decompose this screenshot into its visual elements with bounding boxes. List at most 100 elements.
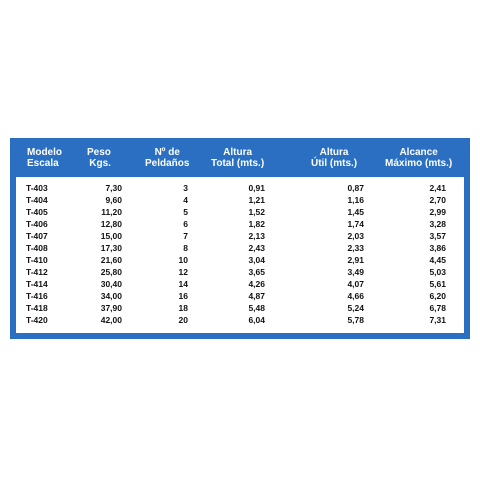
cell-modelo: T-404 xyxy=(26,195,48,205)
cell-altura-util: 1,74 xyxy=(347,219,364,229)
header-line: Peso xyxy=(87,147,111,158)
cell-altura-util: 3,49 xyxy=(347,267,364,277)
cell-alcance: 2,70 xyxy=(429,195,446,205)
cell-peldanos: 18 xyxy=(178,303,188,313)
cell-alcance: 3,28 xyxy=(429,219,446,229)
header-altura-total: Altura Total (mts.) xyxy=(211,147,264,169)
cell-peso: 12,80 xyxy=(100,219,122,229)
header-line: Altura xyxy=(319,147,349,158)
header-line: Altura xyxy=(223,147,253,158)
cell-altura-util: 0,87 xyxy=(347,183,364,193)
cell-modelo: T-416 xyxy=(26,291,48,301)
table-row: T-410 21,60 10 3,04 2,91 4,45 xyxy=(16,255,464,265)
cell-peldanos: 5 xyxy=(183,207,188,217)
header-num-peldanos: Nº de Peldaños xyxy=(145,147,189,169)
header-line: Nº de xyxy=(154,147,180,158)
cell-alcance: 2,99 xyxy=(429,207,446,217)
cell-peso: 9,60 xyxy=(105,195,122,205)
cell-modelo: T-410 xyxy=(26,255,48,265)
cell-modelo: T-407 xyxy=(26,231,48,241)
cell-modelo: T-412 xyxy=(26,267,48,277)
cell-modelo: T-420 xyxy=(26,315,48,325)
cell-alcance: 3,57 xyxy=(429,231,446,241)
header-line: Máximo (mts.) xyxy=(385,158,453,169)
cell-altura-util: 1,45 xyxy=(347,207,364,217)
cell-peldanos: 7 xyxy=(183,231,188,241)
table-header: Modelo Escala Peso Kgs. Nº de Peldaños A… xyxy=(10,138,470,176)
cell-altura-total: 2,13 xyxy=(248,231,265,241)
table-row: T-404 9,60 4 1,21 1,16 2,70 xyxy=(16,195,464,205)
table-row: T-416 34,00 16 4,87 4,66 6,20 xyxy=(16,291,464,301)
header-line: Modelo xyxy=(27,147,62,158)
cell-modelo: T-418 xyxy=(26,303,48,313)
cell-altura-total: 4,26 xyxy=(248,279,265,289)
cell-modelo: T-403 xyxy=(26,183,48,193)
cell-peldanos: 8 xyxy=(183,243,188,253)
cell-altura-util: 2,91 xyxy=(347,255,364,265)
header-line: Peldaños xyxy=(145,158,190,169)
table-row: T-407 15,00 7 2,13 2,03 3,57 xyxy=(16,231,464,241)
table-row: T-418 37,90 18 5,48 5,24 6,78 xyxy=(16,303,464,313)
table-row: T-405 11,20 5 1,52 1,45 2,99 xyxy=(16,207,464,217)
cell-altura-util: 2,33 xyxy=(347,243,364,253)
cell-peso: 34,00 xyxy=(100,291,122,301)
cell-peldanos: 20 xyxy=(178,315,188,325)
cell-altura-total: 6,04 xyxy=(248,315,265,325)
header-peso-kgs: Peso Kgs. xyxy=(87,147,111,169)
header-line: Total (mts.) xyxy=(211,158,265,169)
header-modelo-escala: Modelo Escala xyxy=(27,147,62,169)
cell-peso: 25,80 xyxy=(100,267,122,277)
cell-altura-total: 1,21 xyxy=(248,195,265,205)
cell-altura-util: 4,07 xyxy=(347,279,364,289)
cell-altura-util: 5,24 xyxy=(347,303,364,313)
table-row: T-403 7,30 3 0,91 0,87 2,41 xyxy=(16,183,464,193)
table-row: T-414 30,40 14 4,26 4,07 5,61 xyxy=(16,279,464,289)
cell-altura-total: 0,91 xyxy=(248,183,265,193)
cell-altura-total: 4,87 xyxy=(248,291,265,301)
cell-peldanos: 3 xyxy=(183,183,188,193)
cell-alcance: 5,61 xyxy=(429,279,446,289)
cell-altura-util: 4,66 xyxy=(347,291,364,301)
header-altura-util: Altura Útil (mts.) xyxy=(311,147,357,169)
cell-altura-total: 1,82 xyxy=(248,219,265,229)
cell-peldanos: 12 xyxy=(178,267,188,277)
header-line: Útil (mts.) xyxy=(311,158,358,169)
cell-altura-util: 2,03 xyxy=(347,231,364,241)
cell-peldanos: 6 xyxy=(183,219,188,229)
table-row: T-408 17,30 8 2,43 2,33 3,86 xyxy=(16,243,464,253)
table-row: T-420 42,00 20 6,04 5,78 7,31 xyxy=(16,315,464,325)
cell-peso: 15,00 xyxy=(100,231,122,241)
cell-peldanos: 14 xyxy=(178,279,188,289)
cell-modelo: T-405 xyxy=(26,207,48,217)
cell-peso: 21,60 xyxy=(100,255,122,265)
cell-altura-total: 1,52 xyxy=(248,207,265,217)
cell-alcance: 3,86 xyxy=(429,243,446,253)
cell-peso: 37,90 xyxy=(100,303,122,313)
cell-altura-total: 3,65 xyxy=(248,267,265,277)
cell-alcance: 5,03 xyxy=(429,267,446,277)
header-line: Alcance xyxy=(399,147,438,158)
ladder-spec-table: Modelo Escala Peso Kgs. Nº de Peldaños A… xyxy=(10,138,470,339)
cell-peldanos: 16 xyxy=(178,291,188,301)
cell-peso: 17,30 xyxy=(100,243,122,253)
cell-peso: 7,30 xyxy=(105,183,122,193)
cell-modelo: T-414 xyxy=(26,279,48,289)
cell-peldanos: 10 xyxy=(178,255,188,265)
cell-altura-util: 1,16 xyxy=(347,195,364,205)
cell-altura-util: 5,78 xyxy=(347,315,364,325)
header-line: Kgs. xyxy=(89,158,111,169)
cell-alcance: 2,41 xyxy=(429,183,446,193)
cell-peso: 42,00 xyxy=(100,315,122,325)
cell-modelo: T-406 xyxy=(26,219,48,229)
header-alcance-maximo: Alcance Máximo (mts.) xyxy=(385,147,452,169)
cell-altura-total: 3,04 xyxy=(248,255,265,265)
cell-alcance: 7,31 xyxy=(429,315,446,325)
header-line: Escala xyxy=(27,158,59,169)
cell-alcance: 6,78 xyxy=(429,303,446,313)
table-row: T-412 25,80 12 3,65 3,49 5,03 xyxy=(16,267,464,277)
cell-peso: 30,40 xyxy=(100,279,122,289)
cell-altura-total: 2,43 xyxy=(248,243,265,253)
cell-altura-total: 5,48 xyxy=(248,303,265,313)
cell-alcance: 6,20 xyxy=(429,291,446,301)
cell-modelo: T-408 xyxy=(26,243,48,253)
